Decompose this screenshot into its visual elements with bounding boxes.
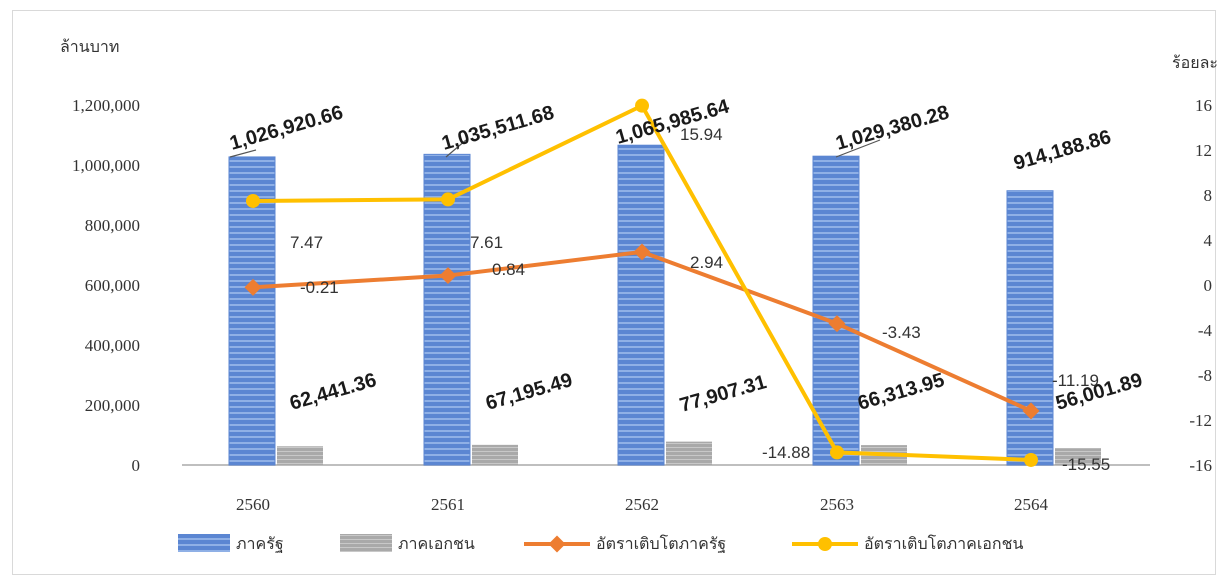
x-tick-label: 2564 — [1014, 495, 1049, 514]
left-tick-label: 600,000 — [85, 276, 140, 295]
bar-public — [228, 156, 276, 466]
bar-public — [617, 144, 665, 466]
bar-private-label: 77,907.31 — [677, 371, 769, 417]
bar-private-label: 67,195.49 — [483, 369, 575, 415]
legend-label-private: ภาคเอกชน — [398, 534, 475, 553]
bar-public-label: 1,035,511.68 — [439, 102, 556, 155]
left-tick-label: 1,200,000 — [72, 96, 140, 115]
bar-public — [1006, 190, 1054, 466]
bar-private-label: 66,313.95 — [855, 369, 947, 415]
private-growth-label: 7.61 — [470, 233, 503, 252]
right-tick-label: -8 — [1198, 366, 1212, 385]
private-growth-label: -14.88 — [762, 443, 810, 462]
marker-private-growth — [246, 193, 260, 208]
bar-public-label: 1,029,380.28 — [833, 101, 951, 154]
marker-public-growth — [244, 278, 262, 296]
public-growth-label: -0.21 — [300, 278, 339, 297]
bar-public-label: 1,026,920.66 — [227, 101, 345, 154]
marker-private-growth — [635, 98, 649, 113]
right-tick-label: 16 — [1195, 96, 1212, 115]
marker-public-growth — [439, 267, 457, 285]
left-tick-label: 0 — [132, 456, 141, 475]
bar-public-label: 914,188.86 — [1011, 126, 1113, 175]
public-growth-label: -11.19 — [1052, 371, 1099, 390]
bar-private — [472, 444, 518, 465]
right-tick-label: 12 — [1195, 141, 1212, 160]
leader-line — [229, 149, 257, 158]
legend-label-public-growth: อัตราเติบโตภาครัฐ — [596, 534, 726, 553]
x-tick-label: 2563 — [820, 495, 854, 514]
private-growth-label: 15.94 — [680, 125, 723, 144]
right-tick-label: 0 — [1204, 276, 1213, 295]
left-tick-label: 200,000 — [85, 396, 140, 415]
right-axis-unit: ร้อยละ — [1172, 53, 1218, 72]
left-axis-unit: ล้านบาท — [60, 37, 119, 56]
x-tick-label: 2560 — [236, 495, 270, 514]
legend-swatch-public — [178, 534, 230, 552]
bar-private — [666, 441, 712, 465]
private-growth-label: -15.55 — [1062, 455, 1110, 474]
bar-public — [812, 155, 860, 466]
right-tick-label: 4 — [1204, 231, 1213, 250]
public-growth-label: -3.43 — [882, 323, 921, 342]
left-tick-label: 1,000,000 — [72, 156, 140, 175]
x-tick-label: 2562 — [625, 495, 659, 514]
marker-public-growth — [633, 243, 651, 261]
left-tick-label: 800,000 — [85, 216, 140, 235]
marker-public-growth — [828, 315, 846, 333]
legend-label-private-growth: อัตราเติบโตภาคเอกชน — [864, 534, 1023, 553]
marker-private-growth — [1024, 452, 1038, 467]
legend-marker-private-growth — [818, 537, 832, 551]
marker-private-growth — [441, 192, 455, 207]
bar-public — [423, 153, 471, 466]
legend-swatch-private — [340, 534, 392, 552]
right-tick-label: -12 — [1189, 411, 1212, 430]
marker-private-growth — [830, 445, 844, 460]
left-tick-label: 400,000 — [85, 336, 140, 355]
bar-private — [277, 446, 323, 465]
private-growth-label: 7.47 — [290, 233, 323, 252]
leader-line — [835, 139, 881, 158]
right-tick-label: -16 — [1189, 456, 1212, 475]
right-tick-label: 8 — [1204, 186, 1213, 205]
x-tick-label: 2561 — [431, 495, 465, 514]
legend-label-public: ภาครัฐ — [236, 534, 284, 553]
bar-private-label: 62,441.36 — [287, 369, 379, 415]
right-tick-label: -4 — [1198, 321, 1213, 340]
public-growth-label: 0.84 — [492, 260, 525, 279]
public-growth-label: 2.94 — [690, 253, 723, 272]
leader-line — [445, 139, 467, 158]
legend-marker-public-growth — [548, 535, 566, 553]
bar-private — [1055, 448, 1101, 465]
